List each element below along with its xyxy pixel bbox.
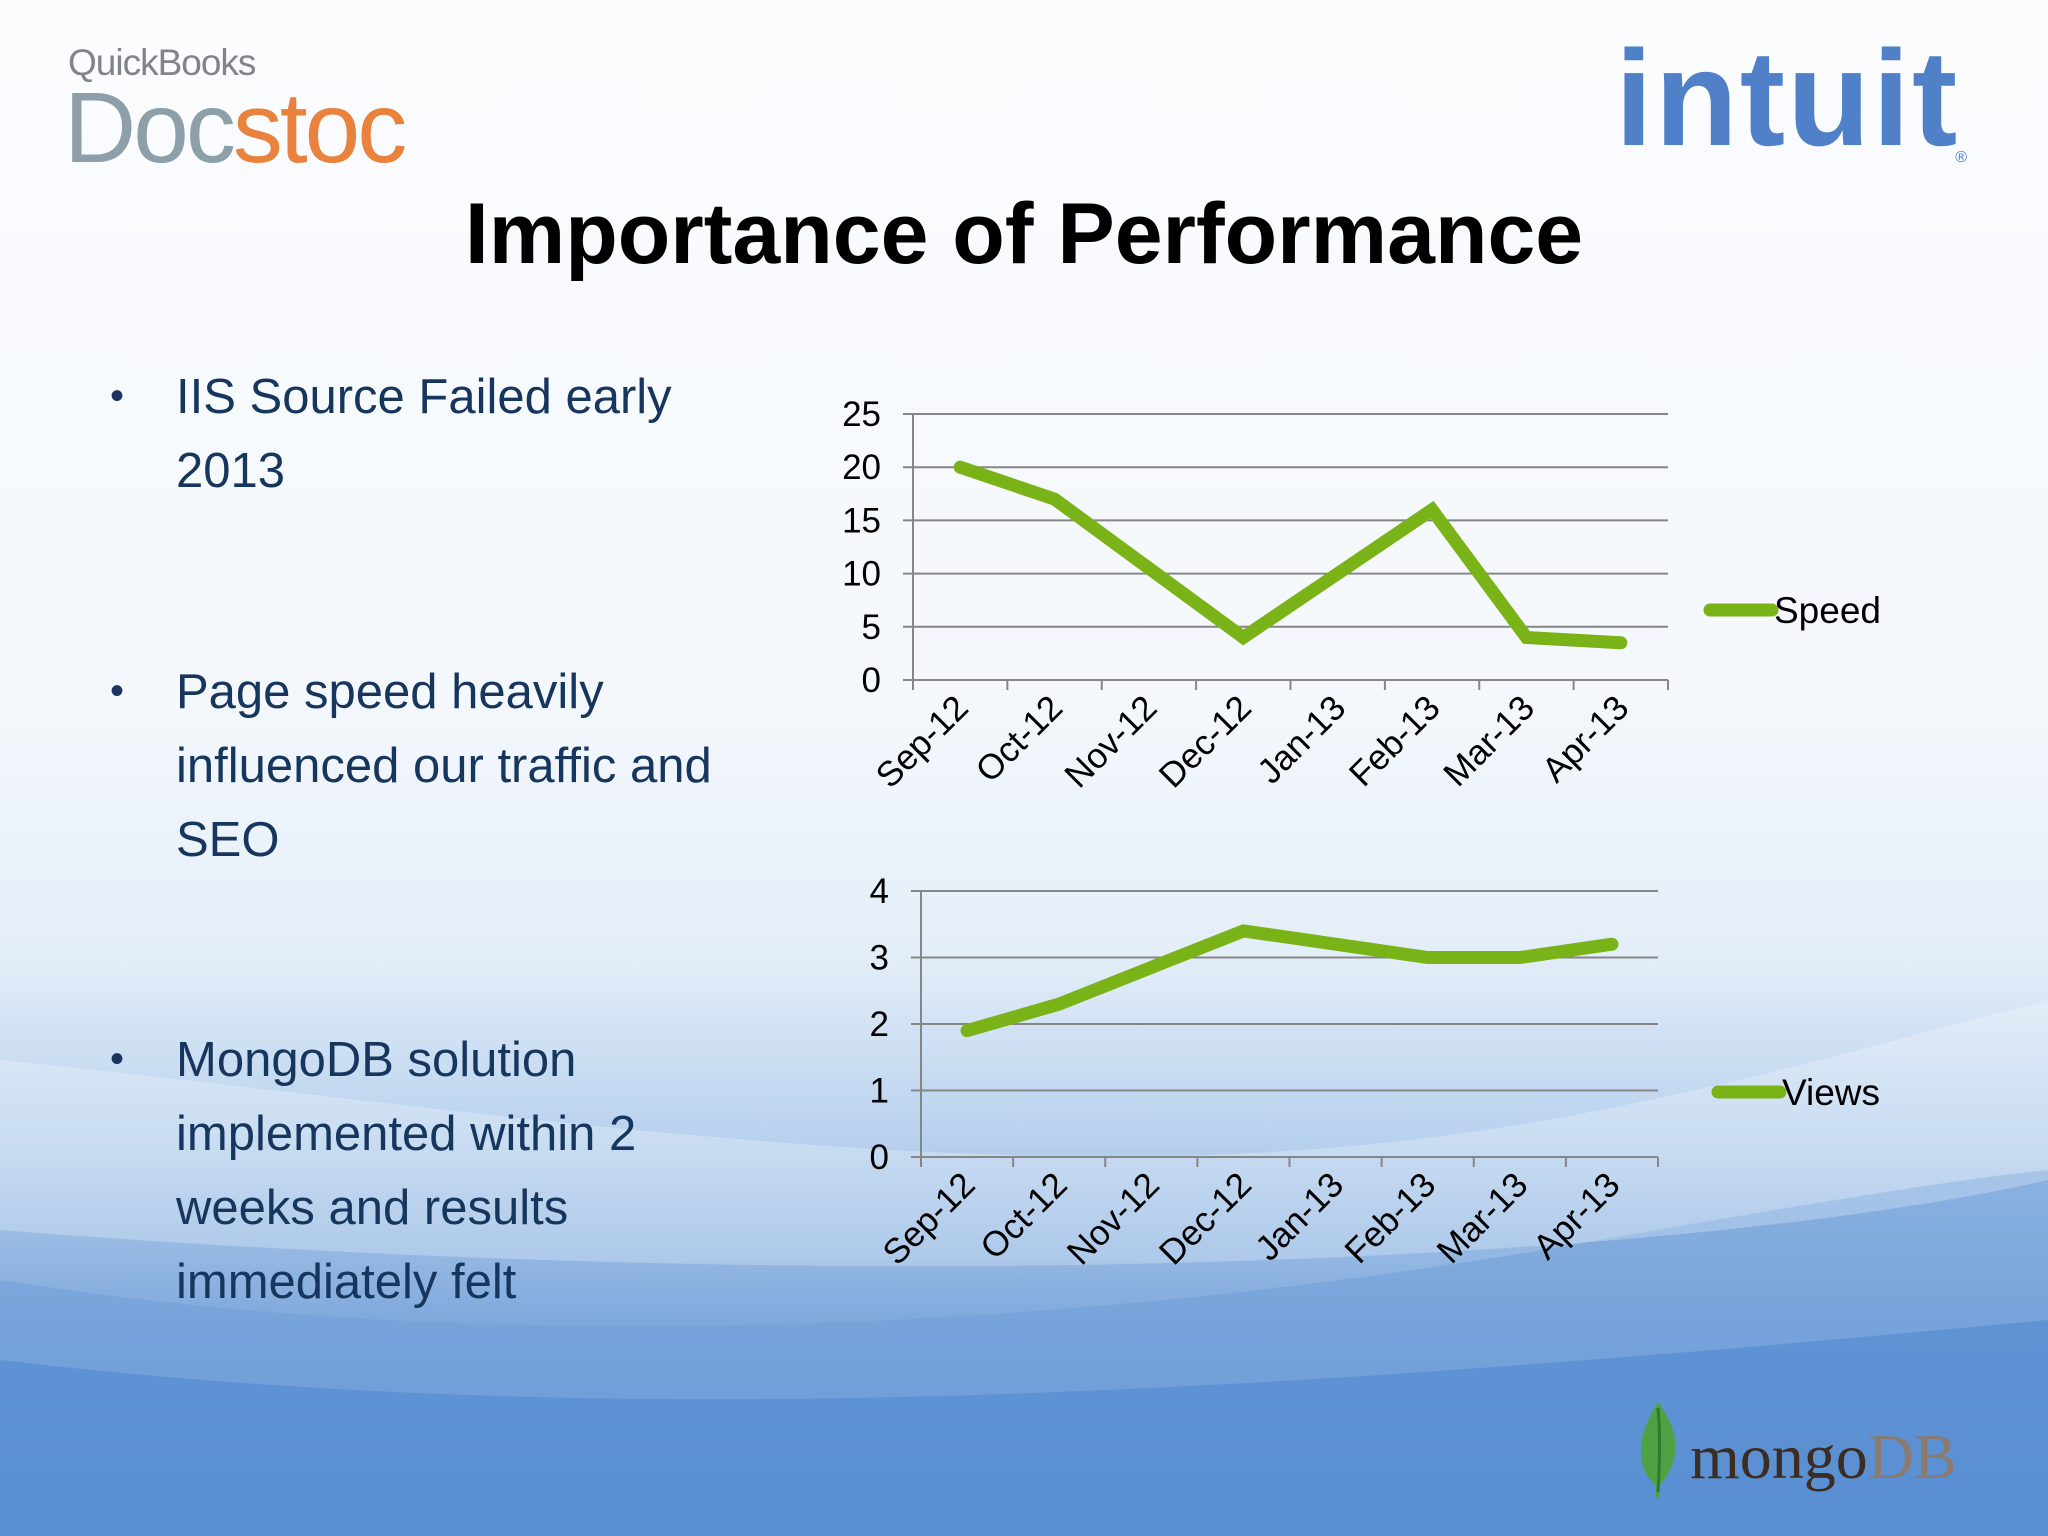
intuit-registered-mark: ® — [1955, 149, 1970, 166]
data-point — [1058, 1003, 1061, 1006]
data-point — [1334, 943, 1337, 946]
bullet-text: MongoDB solution implemented within 2 we… — [176, 1033, 637, 1309]
x-tick-label: Mar-13 — [1429, 1165, 1535, 1271]
data-point — [1242, 636, 1245, 639]
x-tick-label: Feb-13 — [1337, 1165, 1443, 1271]
quickbooks-logo-text: QuickBooks — [68, 42, 256, 83]
intuit-logo-text: intuit — [1615, 22, 1960, 174]
mongodb-logo-text: mongoDB — [1690, 1420, 1957, 1494]
y-tick-label: 0 — [870, 1138, 889, 1177]
y-tick-label: 20 — [842, 448, 881, 487]
x-tick-label: Oct-12 — [973, 1165, 1075, 1267]
docstoc-logo-stoc: stoc — [232, 72, 407, 184]
mongodb-logo: mongoDB — [1628, 1400, 1957, 1500]
data-point — [1431, 508, 1434, 511]
bullet-marker: • — [110, 374, 125, 418]
data-point — [1147, 567, 1150, 570]
data-point — [959, 466, 962, 469]
data-point — [1150, 966, 1153, 969]
bullet-text: Page speed heavily influenced our traffi… — [176, 665, 712, 867]
bullet-text: IIS Source Failed early 2013 — [176, 370, 672, 498]
x-tick-label: Jan-13 — [1248, 1165, 1351, 1268]
data-point — [1518, 956, 1521, 959]
data-point — [966, 1029, 969, 1032]
y-tick-label: 15 — [842, 501, 881, 540]
x-tick-label: Sep-12 — [875, 1165, 982, 1272]
y-tick-label: 10 — [842, 555, 881, 594]
x-tick-label: Nov-12 — [1060, 1165, 1167, 1272]
y-tick-label: 2 — [870, 1005, 889, 1044]
docstoc-logo: Docstoc — [64, 78, 407, 178]
y-tick-label: 4 — [870, 872, 889, 911]
mongodb-logo-mongo: mongo — [1690, 1421, 1868, 1492]
bullet-marker: • — [110, 1037, 125, 1081]
data-point — [1610, 943, 1613, 946]
mongodb-logo-db: DB — [1867, 1421, 1957, 1492]
slide-title: Importance of Performance — [464, 186, 1584, 282]
legend-label: Views — [1782, 1072, 1880, 1113]
y-tick-label: 25 — [842, 395, 881, 434]
y-tick-label: 0 — [862, 661, 881, 700]
data-point — [1525, 636, 1528, 639]
y-tick-label: 1 — [870, 1072, 889, 1111]
mongodb-leaf-icon — [1640, 1402, 1676, 1498]
x-tick-label: Dec-12 — [1152, 1165, 1259, 1272]
y-tick-label: 5 — [862, 608, 881, 647]
series-line — [960, 924, 1619, 1038]
series-line — [953, 460, 1628, 650]
bullet-marker: • — [110, 669, 125, 713]
data-point — [1619, 641, 1622, 644]
docstoc-logo-doc: Doc — [64, 72, 236, 184]
x-tick-label: Apr-13 — [1526, 1165, 1628, 1267]
legend-label: Speed — [1774, 590, 1881, 631]
data-point — [1053, 498, 1056, 501]
y-tick-label: 3 — [870, 939, 889, 978]
data-point — [1242, 929, 1245, 932]
data-point — [1336, 572, 1339, 575]
intuit-logo: intuit® — [1615, 30, 1973, 166]
data-point — [1426, 956, 1429, 959]
